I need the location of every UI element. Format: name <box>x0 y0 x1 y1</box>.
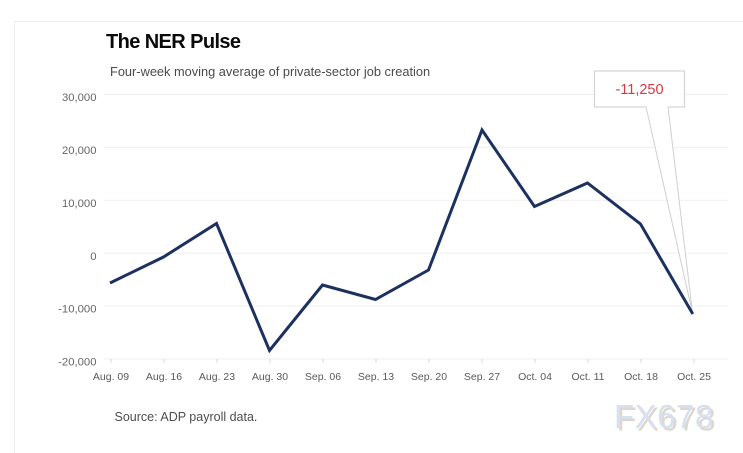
svg-text:The NER Pulse: The NER Pulse <box>106 31 241 53</box>
svg-text:-10,000: -10,000 <box>58 304 96 316</box>
svg-text:Oct. 25: Oct. 25 <box>677 371 711 383</box>
svg-text:Aug. 23: Aug. 23 <box>199 371 235 383</box>
svg-text:Sep. 06: Sep. 06 <box>305 371 341 383</box>
svg-text:10,000: 10,000 <box>62 198 97 210</box>
svg-text:FX678: FX678 <box>614 398 714 435</box>
svg-text:Sep. 27: Sep. 27 <box>464 371 500 383</box>
svg-text:-11,250: -11,250 <box>615 82 663 98</box>
svg-text:Oct. 04: Oct. 04 <box>518 371 552 383</box>
svg-text:Oct. 11: Oct. 11 <box>571 371 604 383</box>
svg-text:Aug. 16: Aug. 16 <box>146 371 182 383</box>
svg-text:Source: ADP payroll data.: Source: ADP payroll data. <box>115 410 258 424</box>
svg-text:FX678: FX678 <box>617 401 717 438</box>
svg-text:Sep. 13: Sep. 13 <box>358 371 394 383</box>
svg-text:-20,000: -20,000 <box>58 357 96 369</box>
svg-text:30,000: 30,000 <box>62 92 97 104</box>
svg-text:Four-week moving average of pr: Four-week moving average of private-sect… <box>110 64 430 79</box>
svg-text:Aug. 09: Aug. 09 <box>93 371 129 383</box>
svg-text:Aug. 30: Aug. 30 <box>252 371 288 383</box>
svg-text:Sep. 20: Sep. 20 <box>411 371 447 383</box>
svg-text:0: 0 <box>90 251 96 263</box>
svg-text:20,000: 20,000 <box>62 145 97 157</box>
svg-text:Oct. 18: Oct. 18 <box>624 371 658 383</box>
